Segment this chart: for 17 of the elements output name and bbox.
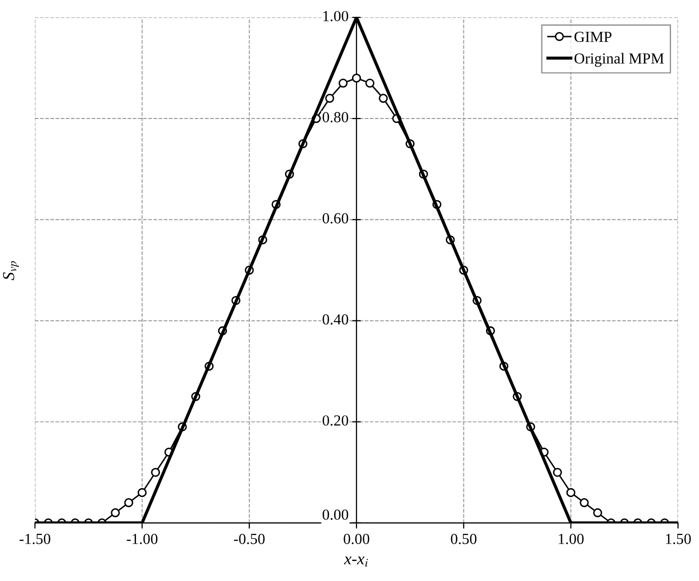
x-tick-label: -1.50 (20, 534, 50, 544)
y-tick-label: 0.00 (322, 509, 348, 520)
x-tick-label: 1.50 (666, 534, 691, 544)
x-tick-label: -0.50 (234, 534, 265, 544)
y-axis-title: S$_{vp}$ (3, 261, 19, 280)
y-tick-label: 1.00 (323, 10, 348, 22)
legend-label: Original MPM (574, 52, 664, 67)
legend-label: GIMP (574, 32, 612, 42)
y-tick-label: 0.60 (322, 213, 348, 224)
x-tick-label: -1.00 (126, 534, 158, 544)
y-tick-label: 0.80 (322, 112, 348, 122)
x-tick-label: 0.50 (450, 534, 476, 544)
x-axis-title: x-x$_{i}$ (344, 556, 368, 567)
y-tick-label: 0.40 (322, 314, 348, 325)
y-tick-label: 0.20 (322, 415, 348, 426)
x-tick-label: 0.00 (344, 534, 370, 544)
x-tick-label: 1.00 (558, 534, 584, 544)
